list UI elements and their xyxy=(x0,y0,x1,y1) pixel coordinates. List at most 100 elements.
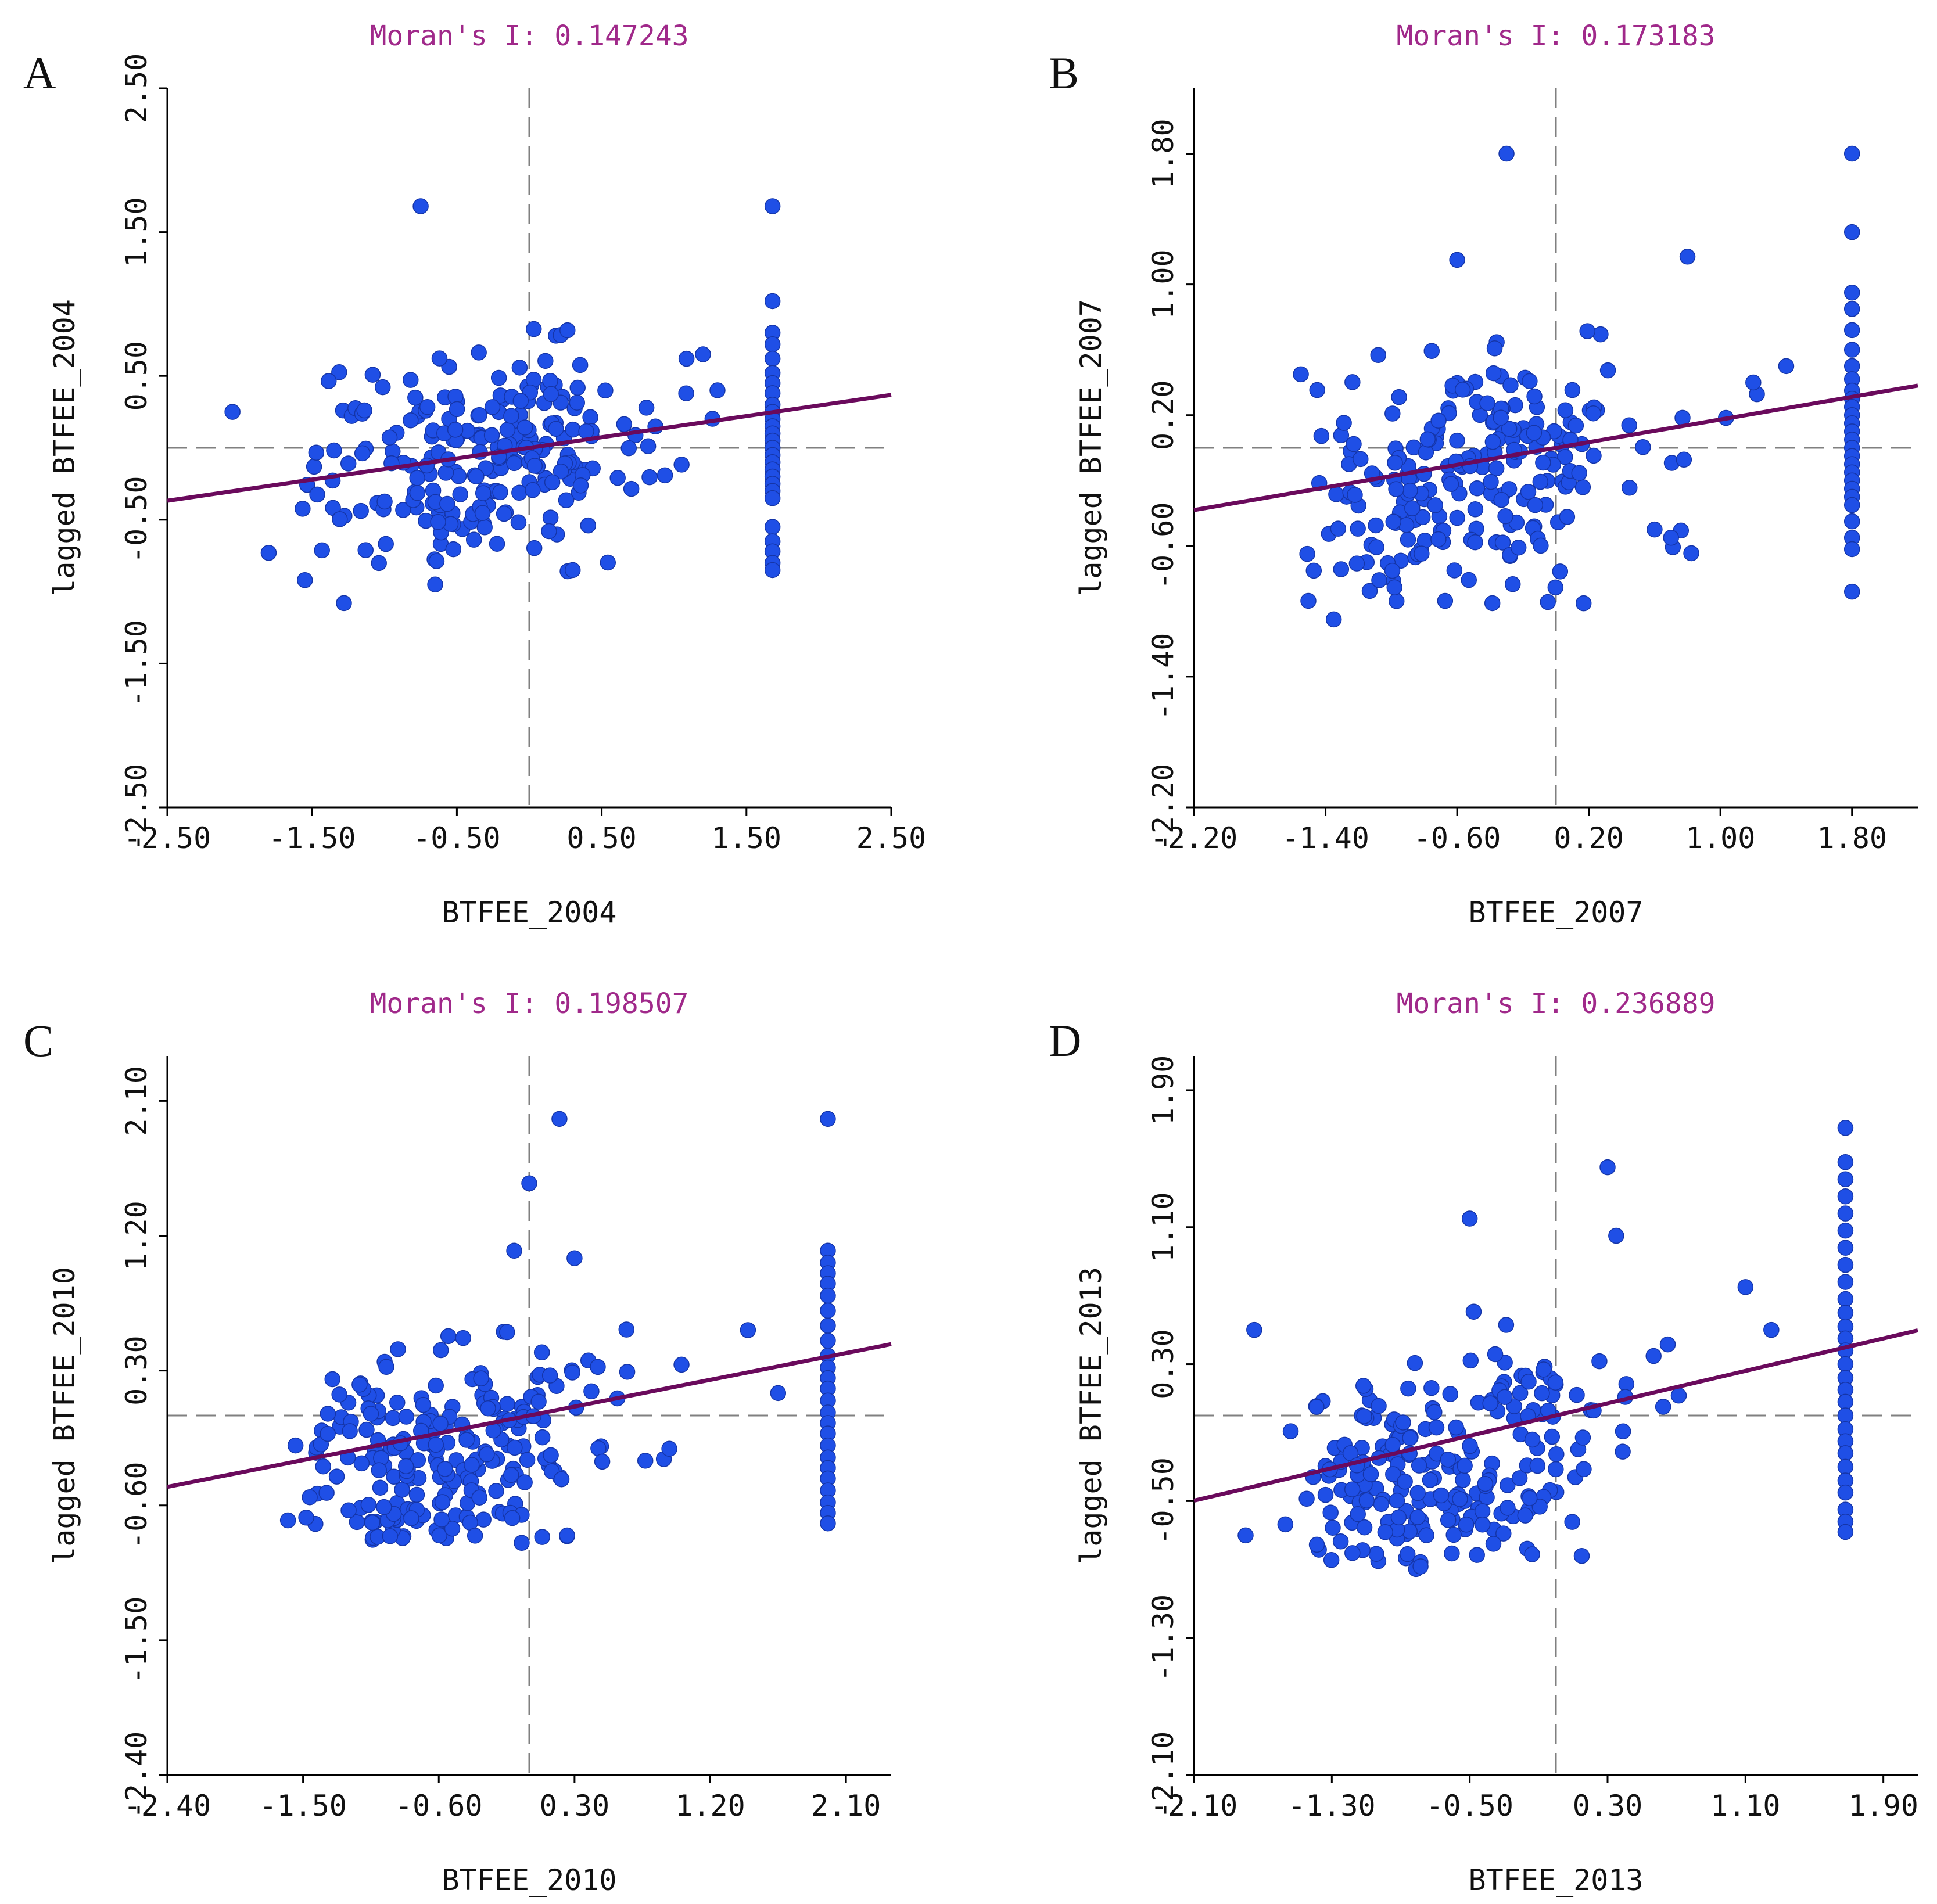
data-point xyxy=(1440,1512,1457,1528)
data-point xyxy=(372,1479,389,1496)
data-point xyxy=(543,386,559,403)
data-point xyxy=(1474,1517,1491,1533)
data-point xyxy=(473,1370,489,1386)
data-point xyxy=(544,474,561,491)
data-point xyxy=(445,541,462,558)
scatter-points xyxy=(1237,1120,1854,1578)
data-point xyxy=(483,427,500,444)
regression-line xyxy=(167,1342,892,1489)
data-point xyxy=(328,1468,345,1485)
data-point xyxy=(1423,343,1440,360)
data-point xyxy=(1444,1545,1460,1562)
data-point xyxy=(1277,1516,1294,1533)
data-point xyxy=(1573,1547,1590,1564)
data-point xyxy=(661,1440,677,1457)
data-point xyxy=(467,1528,483,1544)
data-point xyxy=(516,419,533,436)
data-point xyxy=(1532,473,1549,490)
data-point xyxy=(1348,555,1365,572)
data-point xyxy=(1368,539,1384,555)
data-point xyxy=(1552,563,1569,580)
data-point xyxy=(1615,1443,1631,1460)
data-point xyxy=(427,576,443,592)
data-point xyxy=(541,523,557,540)
data-point xyxy=(1579,323,1595,339)
data-point xyxy=(1500,1500,1516,1516)
data-point xyxy=(1430,531,1447,548)
data-point xyxy=(1599,362,1616,379)
data-point xyxy=(475,485,492,501)
data-point xyxy=(578,423,594,440)
data-point xyxy=(1484,433,1501,450)
data-point xyxy=(1655,1399,1671,1415)
data-point xyxy=(1535,454,1551,471)
data-point xyxy=(1483,473,1499,490)
data-point xyxy=(503,1467,519,1483)
data-point xyxy=(499,1324,515,1341)
chart-title: Moran's I: 0.173183 xyxy=(1396,20,1715,52)
data-point xyxy=(1474,1503,1491,1519)
data-point xyxy=(356,402,372,419)
y-tick-label: -2.40 xyxy=(120,1731,153,1819)
data-point xyxy=(1407,1355,1423,1371)
data-point xyxy=(1384,562,1401,579)
data-point xyxy=(1576,1461,1592,1478)
data-point xyxy=(1843,541,1860,558)
data-point xyxy=(543,1447,559,1464)
data-point xyxy=(820,1287,836,1304)
data-point xyxy=(1300,592,1317,609)
data-point xyxy=(1837,1458,1854,1475)
data-point xyxy=(440,1328,457,1345)
data-point xyxy=(1571,465,1588,482)
data-point xyxy=(308,444,325,461)
data-point xyxy=(1837,1291,1854,1307)
data-point xyxy=(764,519,781,535)
data-point xyxy=(1482,1395,1498,1411)
data-point xyxy=(409,484,426,501)
data-point xyxy=(447,422,464,438)
data-point xyxy=(479,1446,495,1463)
data-point xyxy=(408,1486,425,1503)
data-point xyxy=(302,1489,318,1506)
data-point xyxy=(1557,402,1574,419)
data-point xyxy=(1397,1474,1413,1490)
data-point xyxy=(428,1377,444,1394)
data-point xyxy=(1458,1517,1475,1533)
data-point xyxy=(433,1511,450,1528)
x-axis-label: BTFEE_2004 xyxy=(442,896,616,929)
data-point xyxy=(541,1367,558,1384)
data-point xyxy=(1344,1545,1361,1561)
data-point xyxy=(471,344,487,361)
data-point xyxy=(407,389,424,406)
data-point xyxy=(331,364,347,380)
data-point xyxy=(1448,1419,1464,1436)
data-point xyxy=(1465,1303,1482,1320)
data-point xyxy=(503,408,519,424)
data-point xyxy=(298,1509,314,1526)
data-point xyxy=(764,336,781,353)
data-point xyxy=(641,469,658,486)
data-point xyxy=(378,1359,394,1375)
regression-line xyxy=(1193,1328,1918,1503)
data-point xyxy=(673,1356,690,1373)
data-point xyxy=(657,467,673,484)
data-point xyxy=(1461,1210,1478,1227)
data-point xyxy=(437,465,454,481)
data-point xyxy=(1547,579,1564,596)
y-tick-label: 2.10 xyxy=(120,1066,153,1136)
data-point xyxy=(1540,594,1556,610)
data-point xyxy=(1557,448,1573,465)
y-tick-label: -1.50 xyxy=(120,620,153,707)
data-point xyxy=(600,554,616,571)
data-point xyxy=(1414,545,1430,562)
y-tick-label: 0.20 xyxy=(1146,380,1180,450)
x-tick-label: -0.50 xyxy=(1426,1789,1513,1823)
data-point xyxy=(1332,1533,1349,1550)
data-point xyxy=(1500,1477,1516,1493)
data-point xyxy=(1485,1536,1502,1552)
x-tick-label: 2.10 xyxy=(811,1789,881,1823)
scatter-points xyxy=(279,1111,836,1551)
data-point xyxy=(583,1383,600,1400)
data-point xyxy=(559,1527,575,1544)
data-point xyxy=(1843,224,1860,240)
